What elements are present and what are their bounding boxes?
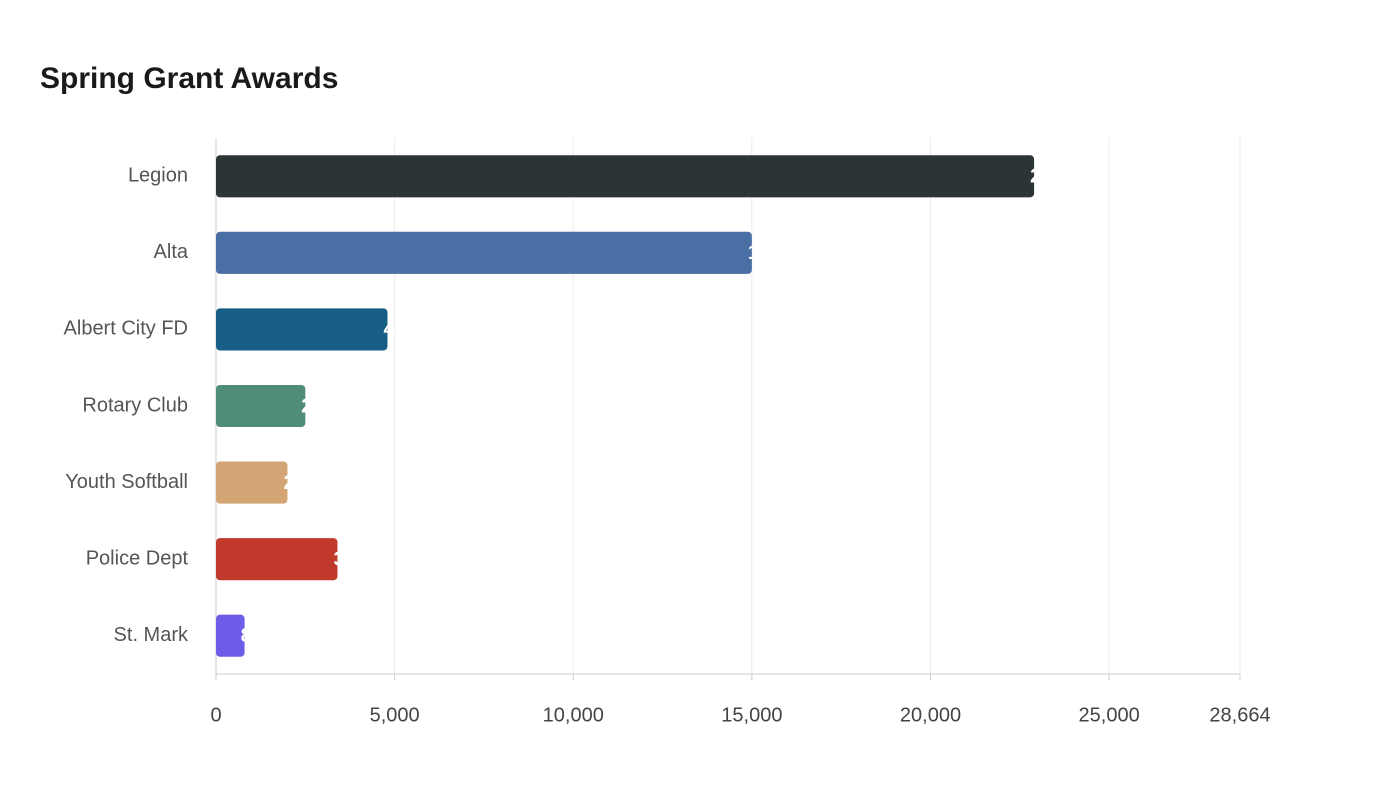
y-tick-label: Police Dept xyxy=(86,547,189,569)
y-tick-label: St. Mark xyxy=(114,624,189,646)
value-label: 2500 xyxy=(301,395,346,417)
value-label: 4800 xyxy=(383,319,428,341)
bar xyxy=(216,308,388,351)
chart-title: Spring Grant Awards xyxy=(40,62,338,95)
x-tick-label: 25,000 xyxy=(1079,704,1140,726)
bar xyxy=(216,155,1035,198)
y-tick-label: Rotary Club xyxy=(82,394,188,416)
x-tick-label: 20,000 xyxy=(900,704,961,726)
value-label: 2000 xyxy=(283,472,328,494)
x-tick-label: 5,000 xyxy=(370,704,420,726)
bar xyxy=(216,461,288,504)
value-label: 22900 xyxy=(1030,166,1086,188)
value-label: 3400 xyxy=(333,548,378,570)
y-tick-label: Alta xyxy=(154,241,189,263)
y-tick-label: Legion xyxy=(128,165,188,187)
x-tick-label: 28,664 xyxy=(1209,704,1270,726)
bar xyxy=(216,614,245,657)
y-tick-label: Albert City FD xyxy=(64,318,188,340)
value-label: 800 xyxy=(241,625,274,647)
y-tick-label: Youth Softball xyxy=(65,471,188,493)
bar xyxy=(216,384,306,428)
x-tick-label: 0 xyxy=(210,704,221,726)
bar xyxy=(216,538,338,581)
x-tick-label: 15,000 xyxy=(721,704,782,726)
value-label: 15000 xyxy=(748,242,804,264)
x-tick-label: 10,000 xyxy=(543,704,604,726)
bar xyxy=(216,231,752,274)
